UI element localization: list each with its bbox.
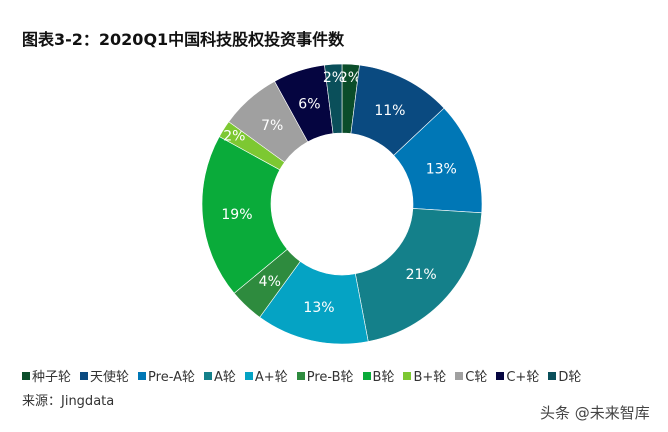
legend-item: B轮 xyxy=(362,366,395,385)
watermark: 头条 @未来智库 xyxy=(540,404,650,422)
legend-swatch xyxy=(204,371,212,380)
data-label: 6% xyxy=(298,97,320,113)
data-label: 7% xyxy=(261,118,283,134)
legend-swatch xyxy=(455,371,464,380)
legend-label: Pre-A轮 xyxy=(148,370,195,385)
legend-label: A+轮 xyxy=(254,370,288,385)
legend-item: Pre-A轮 xyxy=(138,366,195,385)
data-label: 2% xyxy=(323,70,345,86)
data-label: 19% xyxy=(221,207,252,223)
legend-swatch xyxy=(496,371,505,380)
chart-title: 图表3-2：2020Q1中国科技股权投资事件数 xyxy=(22,30,345,49)
legend-item: 种子轮 xyxy=(22,366,71,385)
legend-item: D轮 xyxy=(548,366,581,385)
legend-item: Pre-B轮 xyxy=(296,366,354,385)
legend-label: 天使轮 xyxy=(90,370,130,385)
legend-swatch xyxy=(403,371,412,380)
data-label: 2% xyxy=(339,70,361,86)
data-label: 13% xyxy=(426,161,457,177)
legend-swatch xyxy=(548,371,557,380)
legend-swatch xyxy=(80,371,89,380)
legend-label: 种子轮 xyxy=(32,370,72,385)
legend-label: B轮 xyxy=(372,370,395,385)
legend-item: A+轮 xyxy=(244,366,288,385)
legend-label: Pre-B轮 xyxy=(306,370,354,385)
data-label: 2% xyxy=(223,129,245,145)
legend-label: B+轮 xyxy=(413,370,447,385)
data-label: 4% xyxy=(259,274,281,290)
legend-item: A轮 xyxy=(204,366,236,385)
legend-item: C轮 xyxy=(455,366,487,385)
legend-label: A轮 xyxy=(214,370,236,385)
legend-item: C+轮 xyxy=(496,366,539,385)
legend-swatch xyxy=(244,371,253,380)
slice-D轮 xyxy=(324,63,343,134)
source-note: 来源：Jingdata xyxy=(22,394,115,409)
legend-item: B+轮 xyxy=(403,366,446,385)
legend-item: 天使轮 xyxy=(80,366,129,385)
legend-swatch xyxy=(296,371,305,380)
legend-label: C轮 xyxy=(465,370,488,385)
legend-swatch xyxy=(22,371,30,380)
legend-swatch xyxy=(138,371,147,380)
legend-label: D轮 xyxy=(558,370,582,385)
data-label: 11% xyxy=(374,103,405,119)
data-label: 13% xyxy=(303,300,334,316)
slice-A轮 xyxy=(354,208,483,342)
legend-label: C+轮 xyxy=(506,370,540,385)
data-label: 21% xyxy=(406,267,437,283)
legend-swatch xyxy=(362,371,371,380)
legend: 种子轮 天使轮 Pre-A轮 A轮 A+轮 Pre-B轮 B轮 B+轮 C轮 C+轮 D轮 xyxy=(22,366,581,385)
